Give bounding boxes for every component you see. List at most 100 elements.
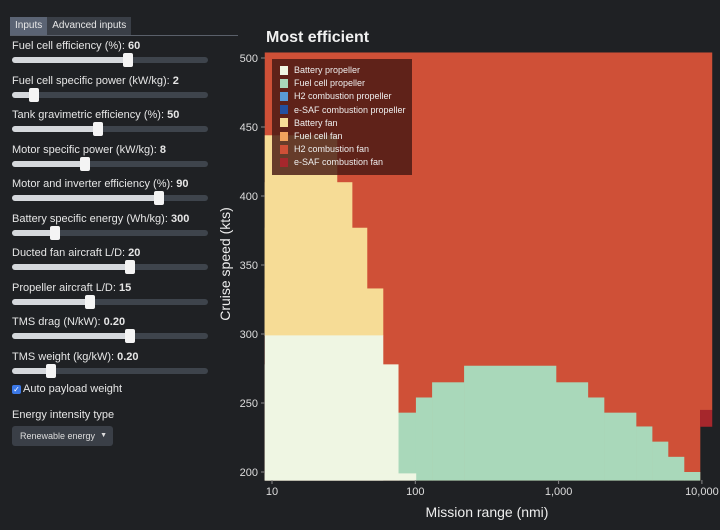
slider-track[interactable] <box>12 87 208 102</box>
slider-value: 15 <box>118 281 132 294</box>
slider-label-text: Propeller aircraft L/D: <box>12 281 119 294</box>
slider-fill <box>12 57 128 63</box>
y-tick-label: 300 <box>240 329 258 341</box>
energy-intensity-label: Energy intensity type <box>12 409 115 421</box>
legend-item[interactable]: Fuel cell propeller <box>280 78 365 88</box>
slider-fill <box>12 298 91 305</box>
y-tick-label: 400 <box>240 191 258 203</box>
slider-fill <box>12 229 56 236</box>
slider-value: 0.20 <box>103 316 126 328</box>
slider-track[interactable] <box>12 225 208 240</box>
slider-handle[interactable] <box>154 191 164 205</box>
slider-label: Motor and inverter efficiency (%): 90 <box>12 178 212 190</box>
slider-label-text: Tank gravimetric efficiency (%): <box>12 109 168 121</box>
slider-control: TMS drag (N/kW): 0.20 <box>12 316 212 343</box>
slider-value: 90 <box>176 178 189 190</box>
legend-label: H2 combustion fan <box>294 144 370 155</box>
legend-item[interactable]: e-SAF combustion fan <box>280 157 383 167</box>
legend-item[interactable]: Battery fan <box>280 118 338 128</box>
slider-control: Fuel cell efficiency (%): 60 <box>12 40 212 67</box>
slider-control: Tank gravimetric efficiency (%): 50 <box>12 109 212 136</box>
legend-label: Fuel cell propeller <box>294 78 366 89</box>
legend-swatch <box>280 131 288 141</box>
slider-fill <box>12 333 130 339</box>
heatmap-cell <box>264 473 417 481</box>
legend-label: Fuel cell fan <box>294 131 343 141</box>
slider-control: Propeller aircraft L/D: 15 <box>12 282 212 309</box>
auto-payload-label: Auto payload weight <box>23 383 123 395</box>
energy-intensity-value: Renewable energy <box>20 431 96 441</box>
slider-label-text: Fuel cell efficiency (%): <box>12 40 128 52</box>
slider-label: Propeller aircraft L/D: 15 <box>12 282 212 294</box>
legend-item[interactable]: Fuel cell fan <box>280 131 343 141</box>
slider-value: 20 <box>128 247 141 259</box>
energy-intensity-select[interactable]: Renewable energy ▼ <box>12 426 113 446</box>
slider-control: TMS weight (kg/kW): 0.20 <box>12 350 212 378</box>
slider-value: 8 <box>159 143 167 156</box>
tab-divider <box>10 35 238 36</box>
tab-advanced-inputs[interactable]: Advanced inputs <box>47 17 132 35</box>
y-axis-label: Cruise speed (kts) <box>217 207 233 321</box>
legend-item[interactable]: Battery propeller <box>280 65 360 75</box>
heatmap-cell <box>398 412 417 481</box>
slider-control: Motor specific power (kW/kg): 8 <box>12 143 212 171</box>
slider-track[interactable] <box>12 53 208 67</box>
slider-handle[interactable] <box>124 260 135 274</box>
slider-label-text: Battery specific energy (Wh/kg): <box>12 212 171 225</box>
slider-track[interactable] <box>12 363 208 378</box>
legend-swatch <box>280 78 288 88</box>
legend-item[interactable]: H2 combustion fan <box>280 144 369 154</box>
slider-handle[interactable] <box>85 294 96 309</box>
slider-track[interactable] <box>12 329 208 343</box>
auto-payload-checkbox[interactable]: ✓ Auto payload weight <box>12 383 122 395</box>
slider-label-text: Ducted fan aircraft L/D: <box>12 247 129 259</box>
heatmap-cell <box>587 397 605 481</box>
slider-label: Battery specific energy (Wh/kg): 300 <box>12 213 212 225</box>
x-tick-label: 10,000 <box>685 486 719 498</box>
slider-track[interactable] <box>12 122 208 136</box>
heatmap-cell <box>464 365 557 481</box>
slider-track[interactable] <box>12 260 208 274</box>
slider-track[interactable] <box>12 191 208 205</box>
slider-label: Ducted fan aircraft L/D: 20 <box>12 247 212 259</box>
slider-track[interactable] <box>12 156 208 171</box>
slider-handle[interactable] <box>46 363 57 378</box>
checkmark-icon[interactable]: ✓ <box>12 384 21 394</box>
x-axis-label: Mission range (nmi) <box>425 504 549 520</box>
legend-item[interactable]: H2 combustion propeller <box>280 91 392 101</box>
heatmap-cell <box>652 441 669 481</box>
heatmap-cell <box>264 364 399 481</box>
legend-swatch <box>280 118 288 128</box>
slider-handle[interactable] <box>50 225 61 240</box>
slider-value: 300 <box>170 212 190 225</box>
slider-label-text: Motor specific power (kW/kg): <box>12 143 160 156</box>
y-tick-label: 500 <box>240 53 258 65</box>
slider-label: Fuel cell efficiency (%): 60 <box>12 40 212 52</box>
slider-handle[interactable] <box>79 156 90 171</box>
legend-swatch <box>280 91 288 101</box>
slider-fill <box>12 160 85 167</box>
slider-value: 0.20 <box>117 350 139 363</box>
heatmap-cell <box>415 397 433 481</box>
slider-handle[interactable] <box>122 53 133 67</box>
slider-control: Fuel cell specific power (kW/kg): 2 <box>12 75 212 102</box>
tab-inputs[interactable]: Inputs <box>10 17 48 35</box>
slider-fill <box>12 126 99 132</box>
legend-label: e-SAF combustion propeller <box>294 104 406 115</box>
x-tick-label: 1,000 <box>545 486 573 498</box>
slider-control: Ducted fan aircraft L/D: 20 <box>12 247 212 274</box>
x-tick-label: 100 <box>406 486 424 498</box>
heatmap-cell <box>636 426 653 481</box>
slider-handle[interactable] <box>28 87 39 102</box>
slider-fill <box>12 264 130 270</box>
slider-label-text: Motor and inverter efficiency (%): <box>12 178 177 190</box>
slider-handle[interactable] <box>93 122 104 136</box>
legend-item[interactable]: e-SAF combustion propeller <box>280 105 406 115</box>
slider-value: 50 <box>167 109 180 121</box>
slider-track[interactable] <box>12 294 208 309</box>
legend-swatch <box>280 144 288 154</box>
slider-handle[interactable] <box>124 329 135 343</box>
slider-value: 60 <box>127 40 141 52</box>
slider-fill <box>12 195 159 201</box>
slider-control: Battery specific energy (Wh/kg): 300 <box>12 213 212 240</box>
